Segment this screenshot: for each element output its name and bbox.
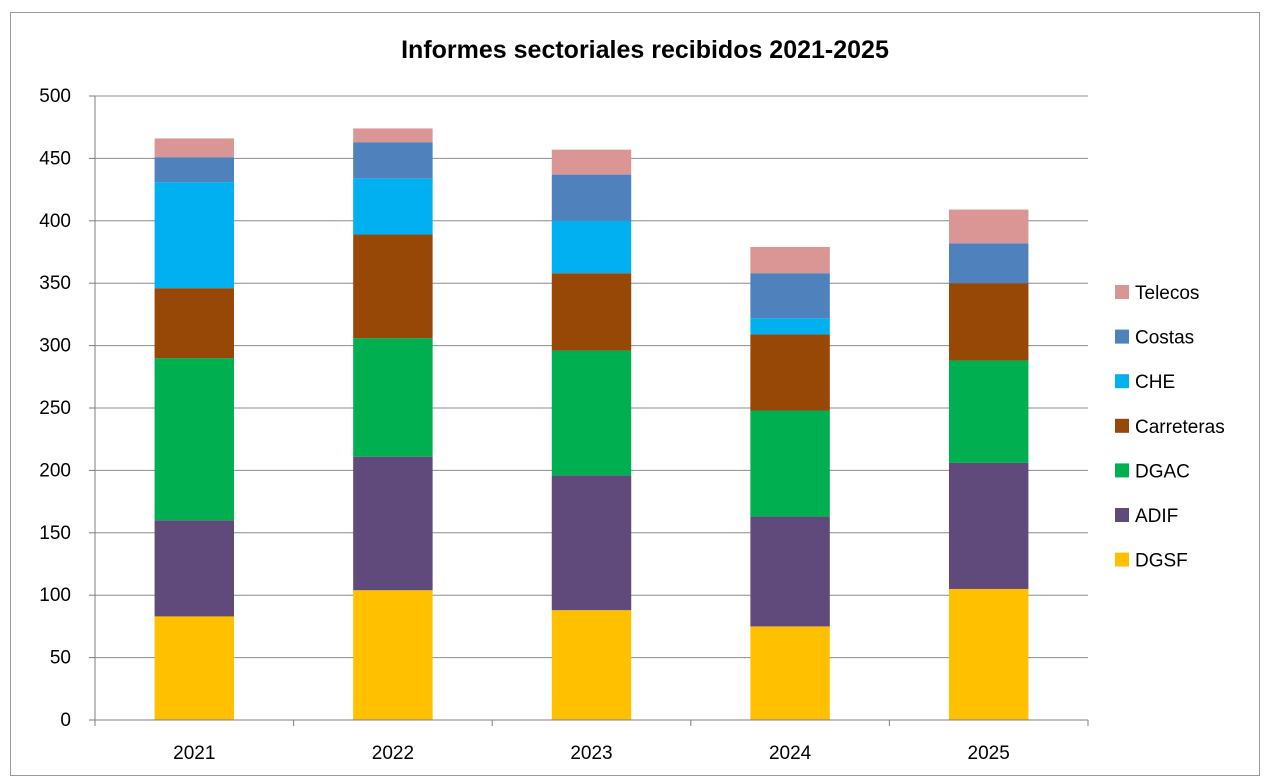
bar-adif-2021	[154, 520, 235, 617]
bar-costas-2021	[154, 157, 235, 183]
bar-carreteras-2021	[154, 288, 235, 359]
bar-costas-2022	[353, 142, 433, 179]
bar-dgac-2022	[353, 338, 433, 457]
legend-swatch-adif	[1115, 508, 1129, 522]
bar-dgac-2025	[948, 360, 1029, 463]
bar-che-2023	[551, 220, 632, 274]
bar-dgac-2024	[750, 410, 830, 517]
legend-swatch-dgsf	[1115, 552, 1129, 567]
legend-label-che: CHE	[1135, 372, 1175, 393]
bar-dgsf-2024	[750, 626, 830, 720]
bar-carreteras-2022	[353, 234, 433, 339]
y-tick-label: 0	[60, 710, 71, 731]
chart-title: Informes sectoriales recibidos 2021-2025	[401, 36, 889, 64]
x-tick-label: 2021	[173, 743, 215, 764]
x-axis-ticks: 2021 2022 2023 2024 2025	[94, 720, 1089, 764]
bar-dgsf-2021	[154, 616, 235, 720]
y-tick-label: 150	[39, 523, 71, 544]
legend-label-dgsf: DGSF	[1135, 551, 1188, 572]
bar-adif-2022	[353, 456, 433, 591]
legend-swatch-carreteras	[1115, 418, 1129, 433]
bar-che-2021	[154, 182, 235, 289]
legend-label-adif: ADIF	[1135, 506, 1178, 527]
legend: Telecos Costas CHE Carreteras DGAC ADIF DGSF	[1115, 283, 1225, 572]
x-tick-label: 2022	[372, 743, 414, 764]
bar-costas-2024	[750, 273, 830, 319]
y-tick-label: 450	[39, 148, 71, 169]
bar-dgac-2021	[154, 358, 235, 521]
legend-swatch-dgac	[1115, 463, 1129, 478]
legend-label-dgac: DGAC	[1135, 461, 1190, 482]
y-tick-label: 300	[39, 336, 71, 357]
bar-telecos-2025	[948, 209, 1029, 244]
y-tick-label: 50	[50, 648, 71, 669]
axes	[94, 96, 1088, 721]
y-tick-label: 400	[39, 211, 71, 232]
legend-swatch-costas	[1115, 329, 1129, 344]
bar-dgac-2023	[551, 350, 632, 476]
legend-label-costas: Costas	[1135, 328, 1194, 349]
legend-swatch-che	[1115, 374, 1129, 389]
bar-dgsf-2025	[948, 588, 1029, 720]
bar-dgsf-2022	[353, 590, 433, 720]
y-tick-label: 250	[39, 398, 71, 419]
legend-label-carreteras: Carreteras	[1135, 417, 1225, 438]
bar-carreteras-2024	[750, 334, 830, 411]
y-tick-label: 100	[39, 585, 71, 606]
bar-costas-2025	[948, 243, 1029, 284]
bar-adif-2025	[948, 462, 1029, 589]
legend-label-telecos: Telecos	[1135, 283, 1199, 304]
legend-swatch-telecos	[1115, 285, 1129, 299]
x-tick-label: 2024	[769, 743, 812, 764]
y-tick-label: 500	[39, 86, 71, 107]
bar-che-2022	[353, 178, 433, 235]
bar-telecos-2022	[353, 128, 433, 143]
bar-dgsf-2023	[551, 610, 632, 720]
bar-telecos-2023	[551, 149, 632, 175]
y-tick-label: 350	[39, 273, 71, 294]
y-tick-label: 200	[39, 460, 71, 481]
bar-costas-2023	[551, 174, 632, 221]
x-tick-label: 2023	[570, 743, 612, 764]
y-axis-ticks: 0 50 100 150 200 250 300 350 400 450 500	[39, 86, 95, 731]
bar-carreteras-2025	[948, 283, 1029, 361]
bar-che-2024	[750, 318, 830, 335]
bar-telecos-2024	[750, 247, 830, 274]
bar-carreteras-2023	[551, 273, 632, 351]
bar-telecos-2021	[154, 138, 235, 158]
bars	[154, 128, 1029, 720]
bar-adif-2023	[551, 475, 632, 611]
bar-adif-2024	[750, 516, 830, 627]
x-tick-label: 2025	[968, 743, 1010, 764]
